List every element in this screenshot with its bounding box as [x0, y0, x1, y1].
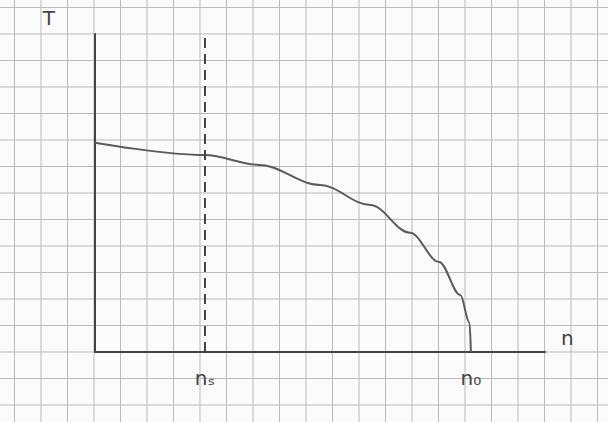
svg-text:nₛ: nₛ: [195, 366, 215, 390]
svg-text:n: n: [561, 326, 574, 350]
svg-text:n₀: n₀: [461, 366, 482, 390]
svg-text:T: T: [42, 6, 56, 30]
